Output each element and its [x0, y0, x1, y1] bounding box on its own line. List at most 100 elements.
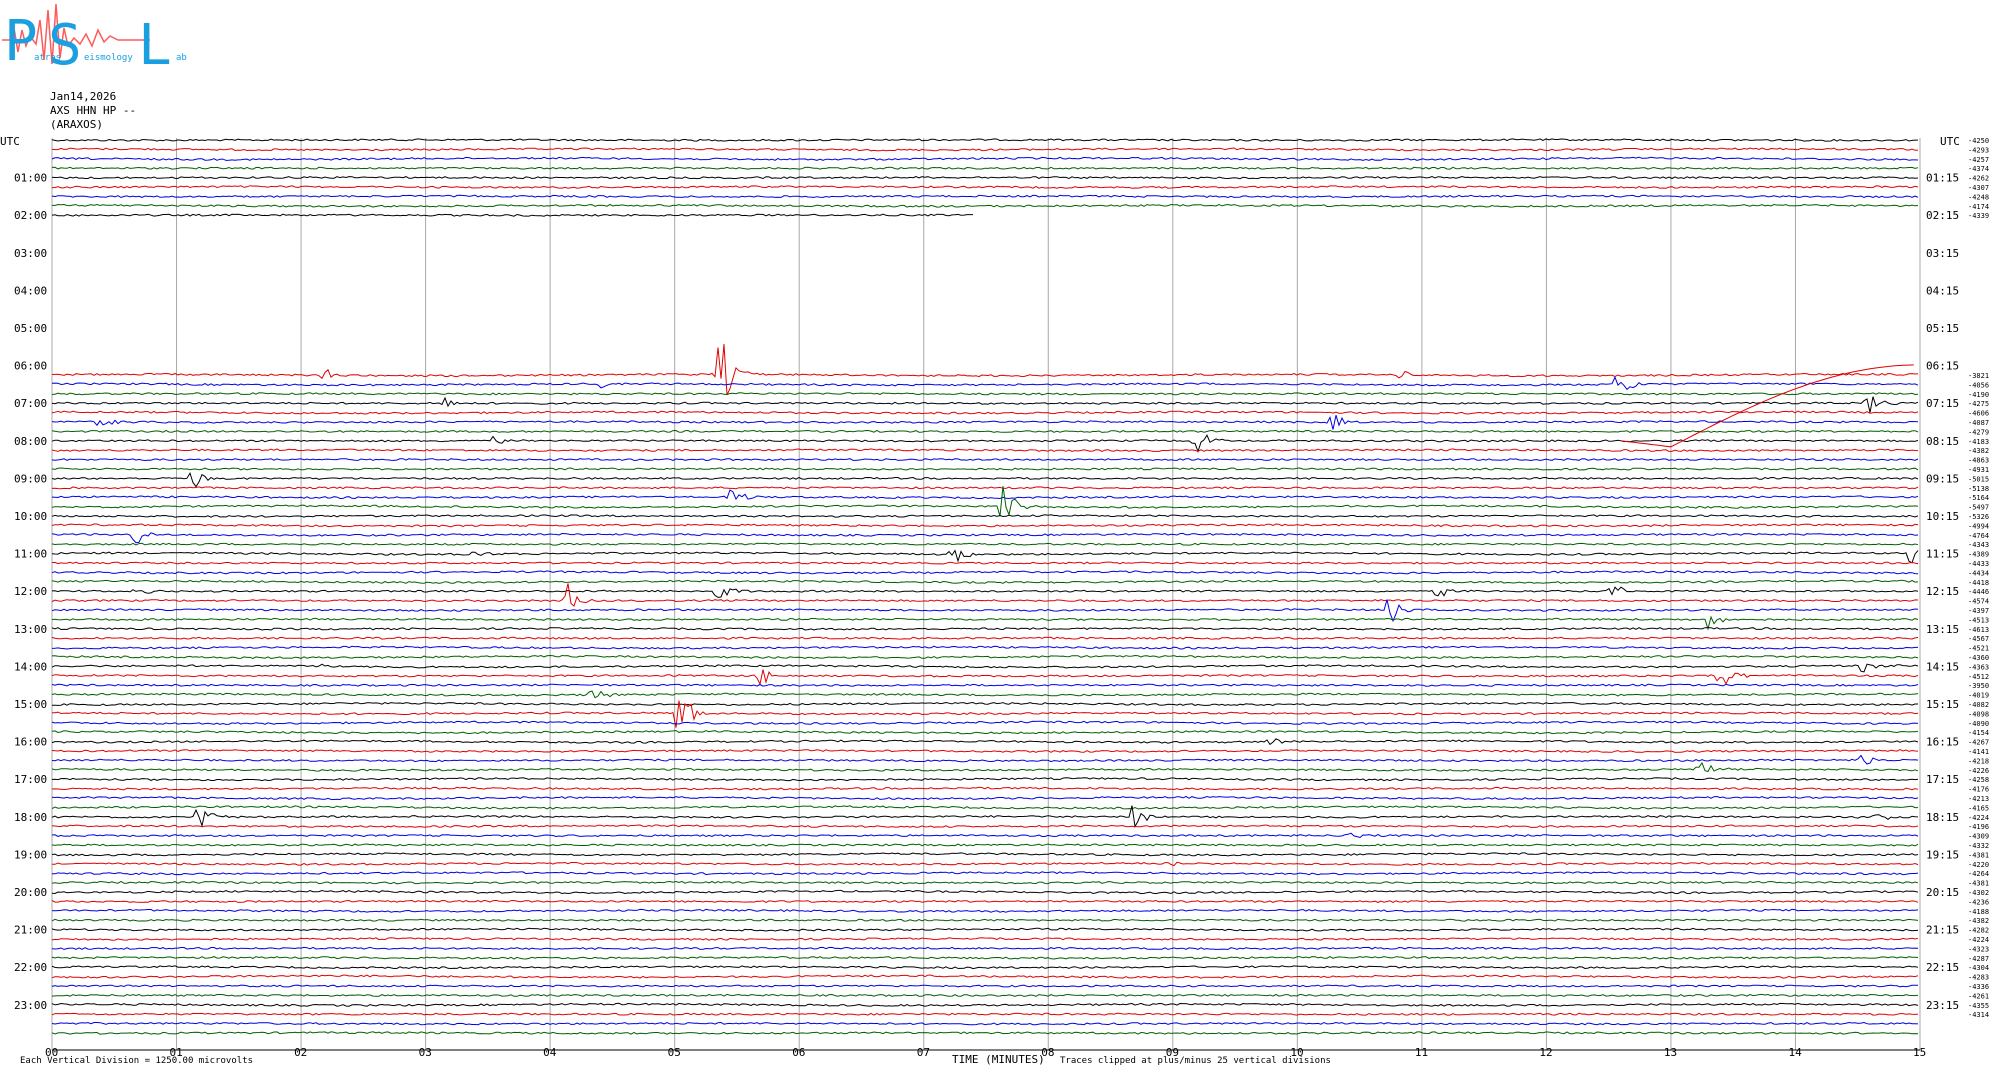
trace-line: [51, 738, 1919, 746]
row-offset-label: -4355: [1968, 1002, 1989, 1010]
trace-line: [51, 805, 1919, 829]
logo-letter-s: S: [48, 13, 82, 78]
trace-line: [51, 344, 1919, 396]
left-time-label: 22:00: [14, 961, 47, 974]
trace-line: [51, 376, 1919, 391]
row-offset-label: -4248: [1968, 193, 1989, 201]
row-offset-label: -4931: [1968, 466, 1989, 474]
row-offset-label: -4293: [1968, 146, 1989, 154]
trace-line: [51, 974, 1919, 979]
row-offset-label: -4606: [1968, 410, 1989, 418]
left-time-label: 13:00: [14, 623, 47, 636]
row-offset-label: -4196: [1968, 823, 1989, 831]
row-offset-label: -4994: [1968, 522, 1989, 530]
trace-line: [51, 147, 1919, 152]
left-time-label: 07:00: [14, 397, 47, 410]
x-tick-label: 14: [1788, 1046, 1802, 1059]
row-offset-label: -4863: [1968, 457, 1989, 465]
grid-lines: [51, 138, 1921, 1051]
row-offset-label: -4098: [1968, 710, 1989, 718]
row-offset-label: -4309: [1968, 833, 1989, 841]
row-offset-label: -4339: [1968, 212, 1989, 220]
row-offset-label: -4323: [1968, 945, 1989, 953]
trace-line: [51, 396, 1919, 413]
trace-line: [51, 720, 1919, 725]
trace-line: [51, 669, 1919, 686]
row-offset-label: -4363: [1968, 663, 1989, 671]
trace-line: [51, 852, 1919, 857]
scale-note: Each Vertical Division = 1250.00 microvo…: [20, 1056, 253, 1066]
trace-line: [51, 730, 1919, 735]
trace-line: [51, 761, 1919, 773]
row-offset-label: -4264: [1968, 870, 1989, 878]
x-tick-label: 04: [543, 1046, 557, 1059]
x-axis-title: TIME (MINUTES): [952, 1053, 1045, 1066]
trace-line: [52, 185, 1919, 189]
trace-line: [51, 937, 1919, 941]
trace-line: [51, 946, 1919, 950]
trace-line: [51, 549, 1919, 564]
trace-line: [51, 486, 1919, 517]
trace-line: [51, 843, 1919, 847]
trace-line: [52, 701, 1918, 707]
left-time-label: 15:00: [14, 698, 47, 711]
row-offset-label: -4332: [1968, 842, 1989, 850]
trace-line: [51, 899, 1919, 903]
right-time-label: 17:15: [1926, 773, 1959, 786]
left-time-label: 08:00: [14, 435, 47, 448]
trace-line: [51, 138, 1918, 142]
row-offset-label: -4382: [1968, 447, 1989, 455]
trace-line: [51, 824, 1919, 828]
trace-line: [52, 861, 1919, 867]
row-offset-label: -4267: [1968, 739, 1989, 747]
trace-line: [51, 1012, 1919, 1016]
row-offset-label: -4764: [1968, 532, 1989, 540]
trace-line: [51, 489, 1919, 501]
trace-line: [51, 410, 1919, 415]
right-time-label: 22:15: [1926, 961, 1959, 974]
right-time-label: 01:15: [1926, 172, 1959, 185]
trace-line: [51, 579, 1919, 584]
row-offset-label: -4082: [1968, 701, 1989, 709]
trace-line: [51, 918, 1919, 922]
x-tick-label: 02: [294, 1046, 307, 1059]
row-offset-label: -3950: [1968, 682, 1989, 690]
trace-line: [51, 636, 1919, 640]
trace-line: [51, 599, 1919, 623]
trace-line: [51, 663, 1919, 673]
row-offset-label: -4446: [1968, 588, 1989, 596]
trace-line: [51, 156, 1919, 161]
row-offset-label: -4279: [1968, 428, 1989, 436]
left-time-label: 20:00: [14, 886, 47, 899]
right-time-label: 10:15: [1926, 510, 1959, 523]
trace-line: [51, 434, 1919, 454]
left-time-label: 06:00: [14, 360, 47, 373]
trace-line: [51, 392, 1919, 396]
axis-labels: 00 01 02 03 04 05 06 07 08 09 10 11 12 13 14 15 01:00 02:…: [14, 137, 1989, 1059]
x-tick-label: 05: [668, 1046, 681, 1059]
row-offset-label: -4262: [1968, 175, 1989, 183]
trace-line: [51, 805, 1918, 810]
trace-line: [51, 908, 1919, 913]
trace-line: [51, 194, 1919, 199]
row-offset-label: -4283: [1968, 974, 1989, 982]
logo-letter-l: L: [138, 13, 172, 78]
row-offset-label: -5138: [1968, 485, 1989, 493]
right-time-label: 05:15: [1926, 322, 1959, 335]
row-offset-label: -4250: [1968, 137, 1989, 145]
trace-line: [51, 690, 1919, 699]
row-offset-label: -4183: [1968, 438, 1989, 446]
row-offset-label: -4224: [1968, 936, 1989, 944]
left-time-label: 11:00: [14, 548, 47, 561]
row-offset-label: -4261: [1968, 992, 1989, 1000]
row-offset-label: -4381: [1968, 851, 1989, 859]
left-time-label: 14:00: [14, 660, 47, 673]
x-tick-label: 08: [1041, 1046, 1054, 1059]
row-offset-label: -4389: [1968, 551, 1989, 559]
left-time-label: 01:00: [14, 172, 47, 185]
left-time-label: 09:00: [14, 472, 47, 485]
row-offset-label: -4314: [1968, 1011, 1989, 1019]
row-offset-label: -4213: [1968, 795, 1989, 803]
trace-line: [51, 683, 1919, 687]
